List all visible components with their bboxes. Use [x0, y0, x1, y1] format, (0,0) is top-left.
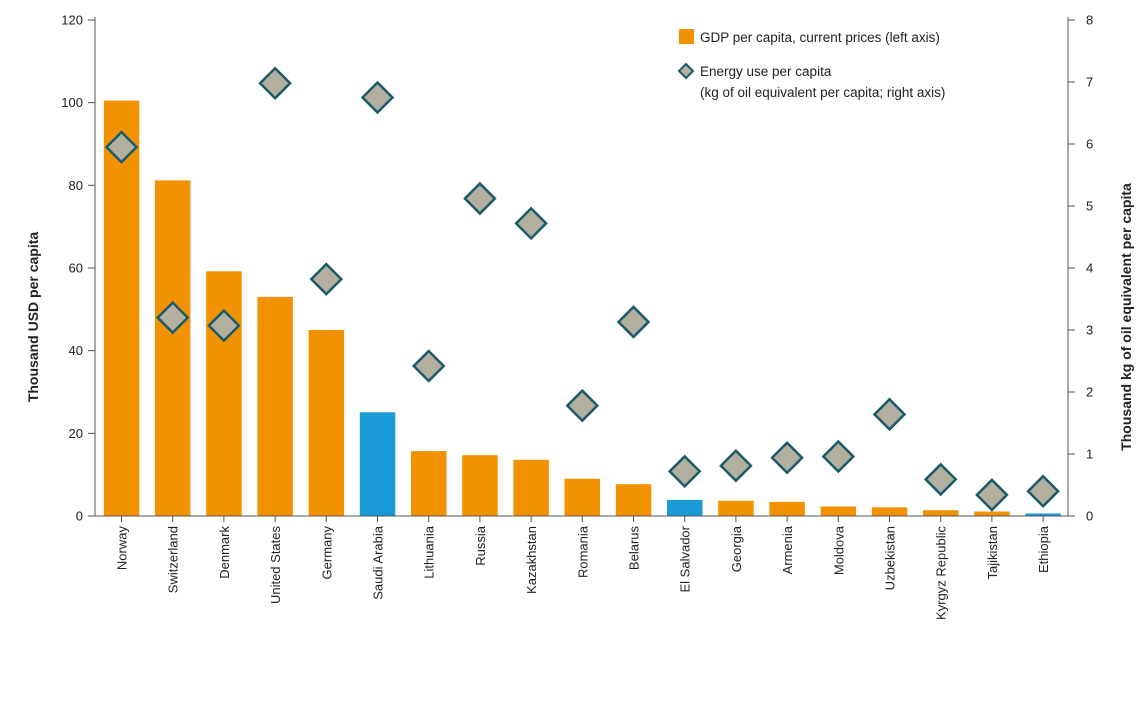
bar-18 [1025, 513, 1061, 516]
bar-2 [206, 271, 242, 516]
energy-point-17 [975, 478, 1009, 512]
bar-10 [615, 484, 652, 516]
bar-8 [513, 459, 549, 516]
legend-label-gdp: GDP per capita, current prices (left axi… [700, 30, 940, 45]
energy-point-10 [616, 305, 651, 339]
y-left-tick-label-3: 60 [69, 261, 83, 276]
x-tick-label-8: Kazakhstan [524, 526, 539, 594]
energy-point-8 [514, 206, 548, 241]
bar-16 [923, 510, 959, 516]
energy-point-12 [719, 449, 753, 483]
energy-point-14 [821, 439, 856, 474]
y-right-tick-label-3: 3 [1086, 323, 1093, 338]
bar-17 [974, 511, 1010, 516]
energy-point-9 [565, 388, 600, 423]
energy-point-2 [207, 308, 241, 343]
legend-marker-energy [677, 62, 695, 80]
energy-point-5 [360, 80, 395, 115]
x-tick-label-0: Norway [115, 526, 130, 571]
x-tick-label-6: Lithuania [422, 525, 437, 579]
y-right-tick-label-0: 0 [1086, 509, 1093, 524]
energy-point-7 [463, 181, 497, 216]
x-tick-label-11: El Salvador [678, 525, 693, 592]
energy-point-3 [258, 66, 292, 101]
x-tick-label-17: Tajikistan [985, 526, 1000, 579]
labels-layer: 0 20 40 60 80 100 120 0 1 2 3 4 5 6 7 8 Norway Switzerlan… [61, 13, 1093, 620]
legend-label-energy: Energy use per capita [700, 64, 832, 79]
bar-9 [564, 478, 600, 516]
y-right-tick-label-5: 5 [1086, 199, 1093, 214]
bar-14 [820, 506, 857, 516]
markers-layer [104, 66, 1060, 512]
x-tick-label-12: Georgia [729, 525, 744, 572]
x-tick-label-10: Belarus [627, 526, 642, 571]
x-tick-label-13: Armenia [780, 525, 795, 574]
y-axis-left-title: Thousand USD per capita [25, 232, 41, 403]
y-left-tick-label-4: 80 [69, 178, 83, 193]
legend-label-energy-line2: (kg of oil equivalent per capita; right … [700, 85, 945, 100]
x-tick-label-9: Romania [575, 525, 590, 578]
energy-point-13 [770, 440, 804, 475]
y-left-tick-label-1: 20 [69, 426, 83, 441]
y-right-tick-label-6: 6 [1086, 137, 1093, 152]
x-tick-label-15: Uzbekistan [883, 526, 898, 590]
bar-4 [308, 330, 345, 516]
energy-point-0 [104, 130, 139, 164]
bar-0 [103, 100, 140, 516]
x-tick-label-18: Ethiopia [1036, 525, 1051, 573]
x-tick-label-14: Moldova [831, 525, 846, 575]
energy-point-6 [411, 349, 446, 383]
bars-layer [103, 100, 1061, 516]
x-tick-label-2: Denmark [217, 526, 232, 579]
x-tick-label-1: Switzerland [166, 526, 181, 593]
bar-11 [667, 499, 703, 516]
x-tick-label-3: United States [268, 526, 283, 605]
y-right-tick-label-1: 1 [1086, 447, 1093, 462]
legend: GDP per capita, current prices (left axi… [677, 29, 945, 100]
x-tick-label-16: Kyrgyz Republic [934, 526, 949, 620]
legend-swatch-gdp [679, 29, 694, 44]
energy-point-11 [667, 454, 702, 489]
y-left-tick-label-0: 0 [76, 509, 83, 524]
bar-12 [718, 500, 754, 516]
bar-13 [769, 501, 805, 516]
y-right-tick-label-4: 4 [1086, 261, 1093, 276]
axes-layer [88, 17, 1075, 522]
energy-point-18 [1026, 474, 1060, 508]
y-axis-right-title: Thousand kg of oil equivalent per capita [1118, 183, 1134, 451]
x-tick-label-7: Russia [473, 525, 488, 566]
x-tick-label-5: Saudi Arabia [371, 525, 386, 599]
y-left-tick-label-6: 120 [61, 13, 83, 28]
y-left-tick-label-5: 100 [61, 95, 83, 110]
y-right-tick-label-8: 8 [1086, 13, 1093, 28]
energy-point-15 [872, 397, 907, 432]
y-right-tick-label-2: 2 [1086, 385, 1093, 400]
y-right-tick-label-7: 7 [1086, 75, 1093, 90]
bar-7 [462, 455, 498, 516]
bar-5 [359, 412, 396, 516]
energy-point-4 [309, 262, 344, 296]
y-left-tick-label-2: 40 [69, 343, 83, 358]
bar-15 [871, 507, 908, 516]
bar-3 [257, 296, 293, 516]
bar-6 [411, 451, 447, 516]
energy-point-1 [155, 300, 190, 335]
energy-point-16 [923, 462, 958, 497]
x-tick-label-4: Germany [319, 526, 334, 580]
bar-1 [154, 180, 191, 516]
